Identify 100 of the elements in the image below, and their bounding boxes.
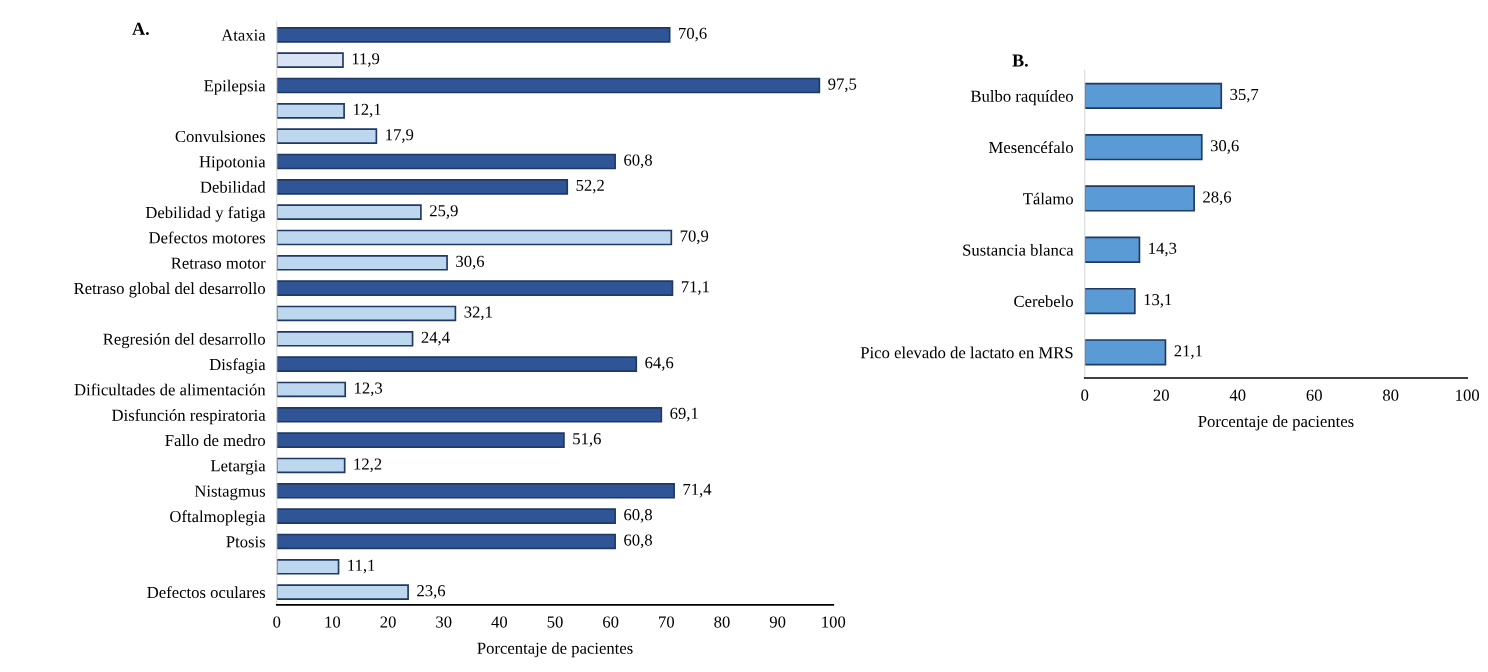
data-label: 12,2 [354,458,382,473]
chart-title: A. [132,22,149,35]
y-tick-label: Sustancia blanca [963,243,1074,256]
bar [276,77,821,94]
x-tick-label: 0 [1081,389,1089,401]
y-tick-label: Convulsiones [175,130,266,143]
y-tick-label: Oftalmoplegia [170,510,266,526]
bar [1084,134,1203,161]
data-label: 60,8 [624,534,652,549]
data-label: 17,9 [386,129,414,143]
data-label: 12,3 [355,382,383,397]
y-tick-label: Retraso global del desarrollo [74,282,266,298]
x-tick-label: 50 [547,616,563,628]
y-tick-label: Fallo de medro [165,434,266,447]
data-label: 70,9 [680,230,709,245]
y-tick-label: Defectos motores [149,231,266,244]
data-label: 71,1 [681,281,709,295]
y-tick-label: Pico elevado de lactato en MRS [860,346,1073,359]
y-tick-label: Hipotonia [199,156,266,171]
y-tick-label: Tálamo [1023,192,1074,205]
y-tick-label: Dificultades de alimentación [74,383,266,396]
data-label: 21,1 [1174,345,1202,359]
data-label: 13,1 [1144,294,1172,308]
bar [276,103,345,119]
data-label: 32,1 [464,306,492,321]
x-tick-label: 80 [1382,389,1399,401]
y-tick-label: Cerebelo [1014,295,1073,307]
chart-title: B. [1012,54,1028,67]
bar [276,128,378,144]
data-label: 12,1 [353,103,381,118]
x-tick-label: 100 [822,616,846,628]
bar [276,432,565,448]
data-label: 24,4 [421,331,450,346]
data-label: 23,6 [417,585,446,599]
data-label: 60,8 [624,154,652,169]
bar [1084,185,1195,212]
x-tick-label: 100 [1456,389,1480,401]
bar [276,229,673,246]
y-tick-label: Ataxia [221,29,266,41]
y-tick-label: Retraso motor [171,257,266,269]
data-label: 11,9 [352,53,380,67]
data-label: 25,9 [429,205,458,219]
bar [1084,287,1136,315]
y-tick-label: Regresión del desarrollo [103,333,266,349]
x-tick-label: 80 [714,616,730,628]
bar [276,27,671,43]
data-label: 11,1 [348,559,375,574]
bar [1084,82,1223,110]
y-tick-label: Ptosis [226,536,266,548]
x-tick-label: 20 [380,616,396,628]
data-label: 51,6 [573,433,601,447]
y-tick-label: Disfagia [209,358,266,374]
bar [276,52,344,68]
y-tick-label: Bulbo raquídeo [970,90,1073,106]
bar [276,559,340,575]
data-label: 35,7 [1230,88,1259,103]
data-label: 97,5 [828,78,857,93]
data-label: 30,6 [456,255,485,270]
x-tick-label: 30 [436,616,452,628]
data-label: 69,1 [670,407,698,422]
data-label: 30,6 [1210,140,1239,154]
y-tick-label: Debilidad [200,181,266,193]
data-label: 60,8 [624,509,652,523]
bar [276,533,616,550]
bar [276,331,414,347]
y-tick-label: Mesencéfalo [988,141,1073,154]
data-label: 64,6 [645,357,674,371]
bar [276,179,569,195]
y-tick-label: Defectos oculares [147,586,266,599]
x-axis-title: Porcentaje de pacientes [1198,415,1354,431]
bar [276,584,409,600]
bar [276,153,616,170]
data-label: 28,6 [1203,191,1232,206]
bar [276,407,663,423]
bar [276,457,346,474]
x-tick-label: 20 [1153,389,1169,401]
data-label: 70,6 [679,27,707,42]
bar [276,280,674,296]
bar [276,255,448,271]
bar [276,508,616,524]
x-tick-label: 0 [273,616,281,628]
y-tick-label: Nistagmus [194,485,266,501]
data-label: 52,2 [576,179,604,194]
x-tick-label: 40 [1229,389,1246,401]
data-label: 71,4 [683,483,712,498]
y-tick-label: Epilepsia [204,79,266,95]
x-axis-title: Porcentaje de pacientes [477,642,633,658]
bar [1084,339,1167,366]
x-tick-label: 70 [659,616,675,628]
x-tick-label: 40 [491,616,508,628]
bar [276,381,347,398]
y-tick-label: Debilidad y fatiga [145,206,266,222]
bar [276,204,422,220]
x-tick-label: 10 [325,616,341,628]
bar [276,483,675,499]
bar [276,356,638,372]
bar [1084,236,1141,263]
y-tick-label: Disfunción respiratoria [112,408,266,425]
x-tick-label: 90 [769,616,786,628]
x-tick-label: 60 [603,616,619,628]
